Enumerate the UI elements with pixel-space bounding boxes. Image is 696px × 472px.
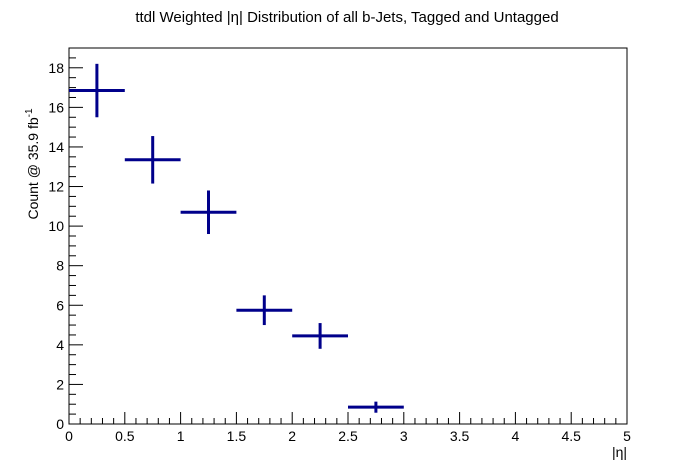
y-tick-label: 0 xyxy=(56,416,64,432)
plot-frame xyxy=(68,47,628,425)
data-point xyxy=(236,295,293,326)
y-axis-ticks: 0 2 4 6 8 10 12 14 16 18 xyxy=(48,47,83,432)
y-axis-label: Count @ 35.9 fb-1 xyxy=(24,108,41,220)
y-tick-label: 18 xyxy=(48,60,64,76)
y-axis-label-text: Count @ 35.9 fb xyxy=(25,117,41,219)
x-tick-label: 4 xyxy=(512,428,520,444)
y-tick-label: 10 xyxy=(48,218,64,234)
data-point xyxy=(69,63,125,118)
x-tick-label: 1.5 xyxy=(227,428,247,444)
x-tick-label: 2.5 xyxy=(338,428,358,444)
plot-border xyxy=(68,47,628,425)
data-point xyxy=(292,323,348,349)
y-axis-label-superscript: -1 xyxy=(24,108,35,117)
data-point xyxy=(124,136,181,184)
x-tick-label: 1 xyxy=(177,428,185,444)
x-tick-label: 5 xyxy=(623,428,631,444)
y-tick-label: 16 xyxy=(48,99,64,115)
x-tick-label: 3 xyxy=(400,428,408,444)
x-tick-label: 0.5 xyxy=(115,428,135,444)
data-point xyxy=(348,401,404,413)
x-tick-label: 4.5 xyxy=(561,428,581,444)
data-series xyxy=(69,63,404,413)
y-tick-label: 12 xyxy=(48,179,64,195)
x-axis-label: |η| xyxy=(612,444,627,460)
x-tick-label: 3.5 xyxy=(450,428,470,444)
y-tick-label: 4 xyxy=(56,337,64,353)
y-tick-label: 8 xyxy=(56,258,64,274)
x-axis-ticks: 0 0.5 1 1.5 2 2.5 3 3.5 4 4.5 5 xyxy=(65,412,631,444)
x-tick-label: 0 xyxy=(65,428,73,444)
x-tick-label: 2 xyxy=(288,428,296,444)
y-tick-label: 14 xyxy=(48,139,64,155)
chart-title: ttdl Weighted |η| Distribution of all b-… xyxy=(135,9,558,26)
y-tick-label: 6 xyxy=(56,297,64,313)
y-tick-label: 2 xyxy=(56,376,64,392)
data-point xyxy=(180,190,237,235)
